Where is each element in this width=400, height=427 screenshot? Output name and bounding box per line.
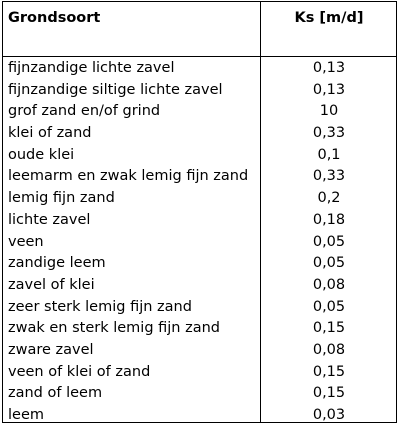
soil-type-cell: lemig fijn zand bbox=[8, 190, 115, 207]
soil-type-cell: zandige leem bbox=[8, 255, 106, 272]
soil-type-cell: veen bbox=[8, 233, 44, 250]
soil-type-cell: lichte zavel bbox=[8, 211, 91, 228]
soil-type-cell: oude klei bbox=[8, 146, 75, 163]
soil-type-cell: zand of leem bbox=[8, 385, 103, 402]
table-row: lemig fijn zand 0,2 bbox=[3, 188, 396, 210]
table-row: zware zavel 0,08 bbox=[3, 340, 396, 362]
ks-value-cell: 0,15 bbox=[312, 385, 346, 402]
ks-value-cell: 0,05 bbox=[312, 255, 346, 272]
soil-type-cell: zavel of klei bbox=[8, 276, 95, 293]
table-row: klei of zand 0,33 bbox=[3, 123, 396, 145]
table-row: leemarm en zwak lemig fijn zand 0,33 bbox=[3, 166, 396, 188]
header-grondsoort: Grondsoort bbox=[8, 10, 101, 26]
soil-type-cell: zware zavel bbox=[8, 341, 94, 358]
table-header: Grondsoort Ks [m/d] bbox=[3, 2, 396, 57]
ks-value-cell: 0,13 bbox=[312, 81, 346, 98]
soil-type-cell: fijnzandige siltige lichte zavel bbox=[8, 81, 223, 98]
ks-value-cell: 0,1 bbox=[317, 146, 341, 163]
table-row: fijnzandige siltige lichte zavel 0,13 bbox=[3, 80, 396, 102]
ks-value-cell: 10 bbox=[319, 103, 339, 120]
ks-value-cell: 0,13 bbox=[312, 60, 346, 76]
soil-type-cell: zwak en sterk lemig fijn zand bbox=[8, 320, 220, 337]
soil-type-cell: leemarm en zwak lemig fijn zand bbox=[8, 168, 249, 185]
table-row: lichte zavel 0,18 bbox=[3, 210, 396, 232]
table-row: zand of leem 0,15 bbox=[3, 383, 396, 405]
ks-value-cell: 0,18 bbox=[312, 211, 346, 228]
ks-value-cell: 0,05 bbox=[312, 298, 346, 315]
table-row: zeer sterk lemig fijn zand 0,05 bbox=[3, 297, 396, 319]
ks-value-cell: 0,08 bbox=[312, 276, 346, 293]
table-row: zwak en sterk lemig fijn zand 0,15 bbox=[3, 318, 396, 340]
column-divider bbox=[260, 2, 261, 422]
soil-type-cell: klei of zand bbox=[8, 125, 92, 142]
ks-value-cell: 0,15 bbox=[312, 320, 346, 337]
table-row: grof zand en/of grind 10 bbox=[3, 101, 396, 123]
soil-type-cell: zeer sterk lemig fijn zand bbox=[8, 298, 192, 315]
soil-table: Grondsoort Ks [m/d] fijnzandige lichte z… bbox=[2, 1, 397, 423]
ks-value-cell: 0,08 bbox=[312, 341, 346, 358]
ks-value-cell: 0,33 bbox=[312, 125, 346, 142]
soil-type-cell: veen of klei of zand bbox=[8, 363, 151, 380]
soil-type-cell: leem bbox=[8, 407, 44, 423]
table-row: zavel of klei 0,08 bbox=[3, 275, 396, 297]
table-row: veen of klei of zand 0,15 bbox=[3, 362, 396, 384]
ks-value-cell: 0,03 bbox=[312, 407, 346, 423]
table-row: leem 0,03 bbox=[3, 405, 396, 427]
ks-value-cell: 0,2 bbox=[317, 190, 341, 207]
table-row: zandige leem 0,05 bbox=[3, 253, 396, 275]
ks-value-cell: 0,15 bbox=[312, 363, 346, 380]
ks-value-cell: 0,05 bbox=[312, 233, 346, 250]
table-row: veen 0,05 bbox=[3, 232, 396, 254]
table-row: oude klei 0,1 bbox=[3, 145, 396, 167]
soil-type-cell: fijnzandige lichte zavel bbox=[8, 60, 175, 76]
ks-value-cell: 0,33 bbox=[312, 168, 346, 185]
table-body: fijnzandige lichte zavel 0,13 fijnzandige … bbox=[3, 58, 396, 427]
header-ks: Ks [m/d] bbox=[294, 10, 364, 26]
table-row: fijnzandige lichte zavel 0,13 bbox=[3, 58, 396, 80]
soil-type-cell: grof zand en/of grind bbox=[8, 103, 161, 120]
